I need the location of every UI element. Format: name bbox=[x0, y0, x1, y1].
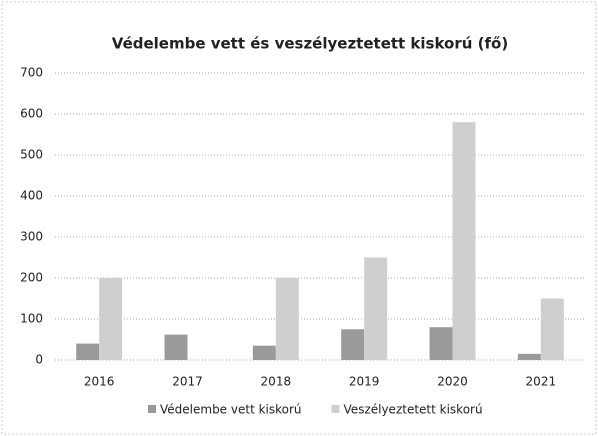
y-tick-label: 500 bbox=[20, 148, 43, 162]
bar bbox=[252, 345, 276, 360]
legend-label: Védelembe vett kiskorú bbox=[160, 403, 302, 417]
bar bbox=[76, 343, 100, 360]
x-tick-label: 2016 bbox=[84, 375, 115, 389]
y-tick-label: 200 bbox=[20, 271, 43, 285]
x-tick-label: 2017 bbox=[172, 375, 203, 389]
x-tick-label: 2019 bbox=[349, 375, 380, 389]
bar bbox=[429, 327, 453, 360]
bar bbox=[164, 334, 188, 360]
bar bbox=[364, 257, 388, 360]
x-tick-label: 2021 bbox=[526, 375, 557, 389]
y-tick-label: 100 bbox=[20, 312, 43, 326]
legend-swatch bbox=[148, 405, 156, 413]
x-tick-label: 2018 bbox=[261, 375, 292, 389]
bar bbox=[540, 298, 564, 360]
y-tick-label: 600 bbox=[20, 107, 43, 121]
y-tick-label: 400 bbox=[20, 189, 43, 203]
bar bbox=[452, 122, 476, 360]
bar bbox=[517, 353, 541, 360]
chart-title: Védelembe vett és veszélyeztetett kiskor… bbox=[112, 35, 508, 53]
y-tick-label: 300 bbox=[20, 230, 43, 244]
bar bbox=[99, 278, 123, 360]
y-tick-label: 0 bbox=[35, 353, 43, 367]
bar bbox=[275, 278, 299, 360]
legend-label: Veszélyeztetett kiskorú bbox=[344, 403, 483, 417]
y-tick-label: 700 bbox=[20, 66, 43, 80]
bar bbox=[341, 329, 365, 360]
x-tick-label: 2020 bbox=[437, 375, 468, 389]
legend-swatch bbox=[331, 405, 340, 413]
